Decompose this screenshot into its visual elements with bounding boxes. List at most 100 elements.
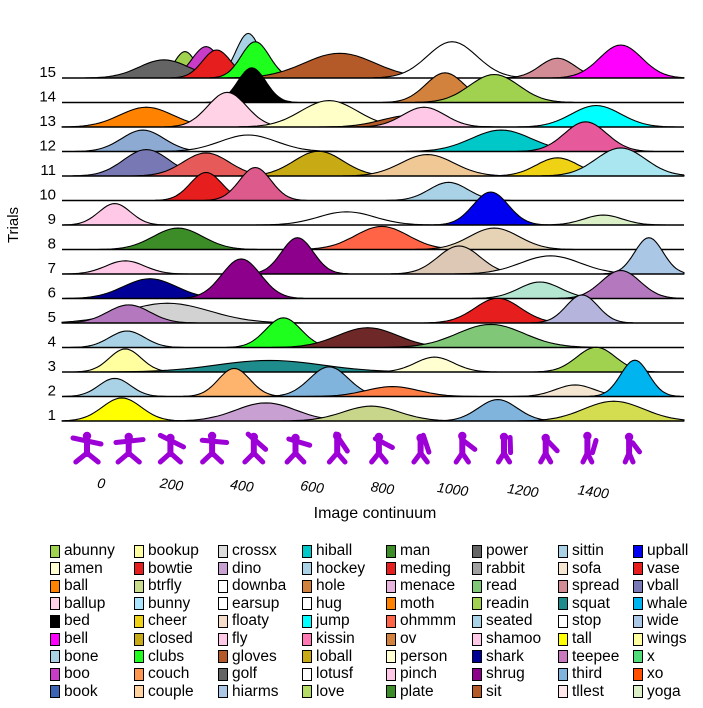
stimulus-figure-icon	[369, 432, 395, 465]
legend-label: wide	[647, 612, 679, 630]
legend-label: shrug	[486, 665, 525, 683]
legend-label: gloves	[232, 647, 277, 665]
legend-item-kissin: kissin	[302, 631, 355, 647]
stimulus-figure-icon	[284, 433, 313, 465]
legend-swatch	[386, 667, 396, 681]
legend-label: wings	[647, 630, 687, 647]
legend-swatch	[558, 667, 568, 681]
legend-item-earsup: earsup	[218, 595, 279, 612]
legend-item-bell: bell	[50, 631, 88, 647]
legend-label: kissin	[316, 630, 355, 647]
legend-label: bone	[64, 647, 99, 665]
legend-swatch	[633, 579, 643, 593]
legend-label: cheer	[148, 612, 187, 630]
legend-item-clubs: clubs	[134, 648, 184, 665]
legend-item-spread: spread	[558, 578, 619, 594]
legend-label: couch	[148, 665, 190, 683]
legend-swatch	[472, 685, 482, 699]
legend-swatch	[386, 562, 396, 576]
legend-label: dino	[232, 559, 262, 577]
y-tick-label: 9	[48, 211, 56, 228]
legend-label: spread	[572, 577, 620, 595]
ridge-stop	[372, 41, 532, 79]
ridge-row-5	[61, 294, 684, 324]
y-tick-label: 3	[48, 358, 56, 375]
legend-item-amen: amen	[50, 559, 103, 577]
legend-swatch	[302, 632, 312, 646]
legend-label: whale	[647, 594, 688, 612]
legend-item-couple: couple	[134, 683, 194, 700]
ridge-ballup	[63, 203, 166, 226]
legend-item-whale: whale	[633, 594, 688, 612]
legend-item-plate: plate	[386, 683, 434, 700]
legend-item-bowtie: bowtie	[134, 560, 193, 577]
legend-item-tllest: tllest	[558, 683, 604, 700]
legend-swatch	[218, 632, 228, 646]
row-band	[62, 319, 684, 323]
y-tick-label: 6	[48, 285, 56, 302]
legend-swatch	[633, 632, 643, 646]
stimulus-figure-icon	[70, 431, 104, 465]
legend-swatch	[386, 544, 396, 558]
legend-swatch	[218, 650, 228, 664]
legend-swatch	[633, 685, 643, 699]
legend-item-abunny: abunny	[50, 543, 115, 559]
ridge-bunny	[70, 330, 184, 349]
ridge-bell	[552, 44, 685, 79]
legend-label: ov	[400, 630, 417, 647]
legend-swatch	[302, 597, 312, 611]
legend-swatch	[386, 632, 396, 646]
legend-label: loball	[316, 647, 353, 665]
ridge-bone	[63, 377, 166, 398]
legend-swatch	[50, 632, 60, 646]
legend: abunny amen ball ballup bed bell bone boo book bo…	[50, 543, 700, 708]
row-band	[62, 196, 684, 201]
legend-item-downba: downba	[218, 578, 286, 594]
x-tick-label: 200	[158, 475, 185, 494]
legend-label: menace	[400, 577, 456, 595]
legend-item-tall: tall	[558, 631, 592, 647]
legend-label: vball	[647, 577, 679, 595]
legend-swatch	[558, 597, 568, 611]
ridge-shrug	[246, 237, 349, 275]
legend-item-golf: golf	[218, 666, 257, 682]
ridge-readin	[414, 73, 574, 104]
legend-item-bone: bone	[50, 647, 99, 665]
legend-item-lotusf: lotusf	[302, 666, 353, 682]
legend-item-ball: ball	[50, 578, 88, 594]
legend-item-vase: vase	[633, 560, 680, 577]
legend-swatch	[558, 614, 568, 628]
legend-label: amen	[64, 559, 103, 577]
x-axis-label: Image continuum	[314, 505, 437, 522]
legend-label: moth	[400, 594, 435, 612]
y-tick-label: 4	[48, 334, 56, 351]
legend-swatch	[302, 562, 312, 576]
legend-swatch	[134, 667, 144, 681]
ridge-boo	[61, 304, 197, 324]
ridge-row-15	[62, 32, 685, 79]
legend-item-hockey: hockey	[302, 560, 365, 577]
legend-label: teepee	[572, 647, 620, 665]
legend-item-jump: jump	[302, 613, 350, 629]
ridge-love	[280, 405, 462, 422]
legend-swatch	[218, 614, 228, 628]
legend-item-pinch: pinch	[386, 666, 437, 682]
stimulus-figure-icon	[580, 431, 599, 465]
legend-swatch	[302, 667, 312, 681]
stimulus-figure-icon	[242, 431, 269, 465]
legend-swatch	[50, 667, 60, 681]
legend-label: pinch	[400, 665, 438, 683]
legend-label: hug	[316, 594, 342, 612]
legend-label: rabbit	[486, 559, 525, 577]
legend-label: lotusf	[316, 665, 354, 683]
legend-swatch	[558, 579, 568, 593]
legend-item-hug: hug	[302, 594, 342, 612]
stimulus-figure-icon	[157, 432, 187, 465]
legend-swatch	[50, 597, 60, 611]
legend-label: shamoo	[486, 630, 542, 647]
legend-item-sofa: sofa	[558, 560, 601, 577]
legend-item-rabbit: rabbit	[472, 559, 525, 577]
ridge-row-11	[62, 147, 685, 177]
legend-label: hole	[316, 577, 346, 595]
